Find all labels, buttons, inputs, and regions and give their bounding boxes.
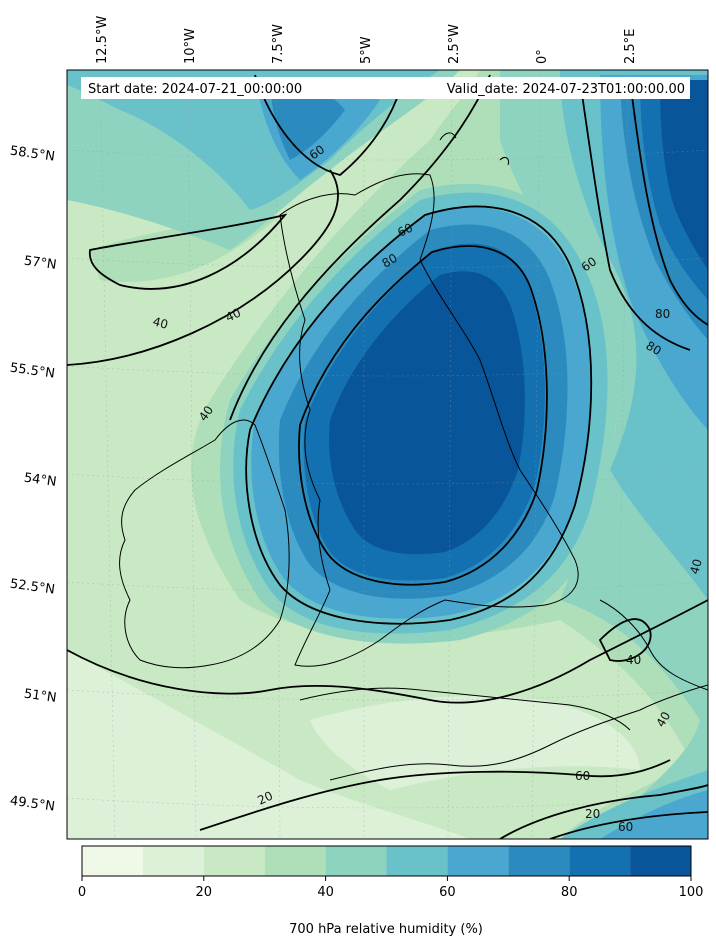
contour-label: 20 xyxy=(255,789,275,808)
graticule xyxy=(67,70,708,839)
lon-label: 2.5°W xyxy=(447,24,462,64)
colorbar-tick-label: 0 xyxy=(78,885,86,900)
contour-label: 40 xyxy=(151,314,169,331)
contour-80-central xyxy=(298,245,548,586)
coastlines xyxy=(119,132,708,781)
lon-label: 5°W xyxy=(359,36,374,64)
lat-label: 54°N xyxy=(23,471,58,490)
longitude-labels: 12.5°W 10°W 7.5°W 5°W 2.5°W 0° 2.5°E xyxy=(95,16,638,64)
great-britain-coastline xyxy=(279,173,579,667)
contour-40-northwest xyxy=(67,169,339,366)
contour-label: 40 xyxy=(626,653,641,667)
lat-label: 52.5°N xyxy=(9,577,56,598)
contour-60-central xyxy=(245,205,593,625)
contour-80-east xyxy=(629,79,708,326)
colorbar-tick-label: 20 xyxy=(196,885,213,900)
contour-label: 20 xyxy=(585,807,600,821)
contour-label: 80 xyxy=(380,251,400,271)
colorbar-ticks: 0 20 40 60 80 100 xyxy=(78,876,704,900)
colorbar-bin xyxy=(325,846,387,876)
lon-label: 2.5°E xyxy=(623,29,638,64)
colorbar-bin xyxy=(569,846,631,876)
france-coastline xyxy=(329,684,708,781)
lon-label: 7.5°W xyxy=(271,24,286,64)
colorbar-label: 700 hPa relative humidity (%) xyxy=(289,922,483,937)
latitude-labels: 58.5°N 57°N 55.5°N 54°N 52.5°N 51°N 49.5… xyxy=(9,144,57,815)
contour-label: 80 xyxy=(655,307,670,321)
date-header: Start date: 2024-07-21_00:00:00 Valid_da… xyxy=(81,77,690,99)
colorbar: 0 20 40 60 80 100 700 hPa relative humidity (… xyxy=(78,845,704,937)
humidity-band-90-100-east xyxy=(660,80,708,270)
contour-40-inner xyxy=(88,213,288,290)
contour-label: 60 xyxy=(575,769,590,783)
lat-label: 58.5°N xyxy=(9,144,56,165)
ireland-coastline xyxy=(119,419,290,669)
colorbar-bin xyxy=(203,846,265,876)
contour-label: 40 xyxy=(653,709,673,729)
contour-label: 60 xyxy=(395,221,415,240)
contour-80-south xyxy=(549,811,708,839)
colorbar-bins xyxy=(82,846,691,876)
lon-label: 10°W xyxy=(183,28,198,64)
lat-label: 55.5°N xyxy=(9,361,56,382)
colorbar-bin xyxy=(264,846,326,876)
colorbar-bin xyxy=(447,846,509,876)
colorbar-bin xyxy=(142,846,204,876)
contour-60-south xyxy=(499,784,708,839)
valid-date-label: Valid_date: 2024-07-23T01:00:00.00 xyxy=(447,82,685,97)
humidity-band-90-100-central xyxy=(329,271,525,555)
lat-label: 49.5°N xyxy=(9,794,56,815)
contour-lines xyxy=(67,74,708,839)
contour-60-east xyxy=(579,79,691,351)
contour-label: 60 xyxy=(618,820,633,834)
colorbar-tick-label: 100 xyxy=(679,885,704,900)
contour-label: 80 xyxy=(644,338,664,358)
lon-label: 0° xyxy=(535,49,550,64)
colorbar-tick-label: 60 xyxy=(439,885,456,900)
contour-40-south xyxy=(67,599,708,704)
contour-label: 40 xyxy=(687,557,704,575)
lat-label: 51°N xyxy=(23,687,58,706)
humidity-band-10-20-southwest xyxy=(67,650,470,839)
colorbar-bin xyxy=(82,846,143,876)
contour-labels: 60 60 80 60 40 40 40 80 80 40 40 40 60 2… xyxy=(151,142,705,834)
colorbar-frame xyxy=(81,845,692,877)
contour-60-north xyxy=(254,74,401,176)
map-frame xyxy=(66,69,709,840)
humidity-band-70-80-north xyxy=(270,83,345,160)
colorbar-tick-label: 80 xyxy=(561,885,578,900)
colorbar-bin xyxy=(630,846,691,876)
contour-label: 40 xyxy=(223,306,243,325)
english-channel-southcoast xyxy=(299,687,631,731)
lon-label: 12.5°W xyxy=(95,16,110,64)
continent-coastline xyxy=(599,599,708,691)
contour-20-south xyxy=(199,759,671,831)
colorbar-bin xyxy=(508,846,570,876)
lat-label: 57°N xyxy=(23,254,58,273)
humidity-field: 60 60 80 60 40 40 40 80 80 40 40 40 60 2… xyxy=(67,70,708,839)
contour-40-main xyxy=(229,74,491,421)
humidity-band-60-70-south xyxy=(600,790,708,839)
colorbar-bin xyxy=(386,846,448,876)
start-date-label: Start date: 2024-07-21_00:00:00 xyxy=(88,82,302,97)
colorbar-tick-label: 40 xyxy=(317,885,334,900)
